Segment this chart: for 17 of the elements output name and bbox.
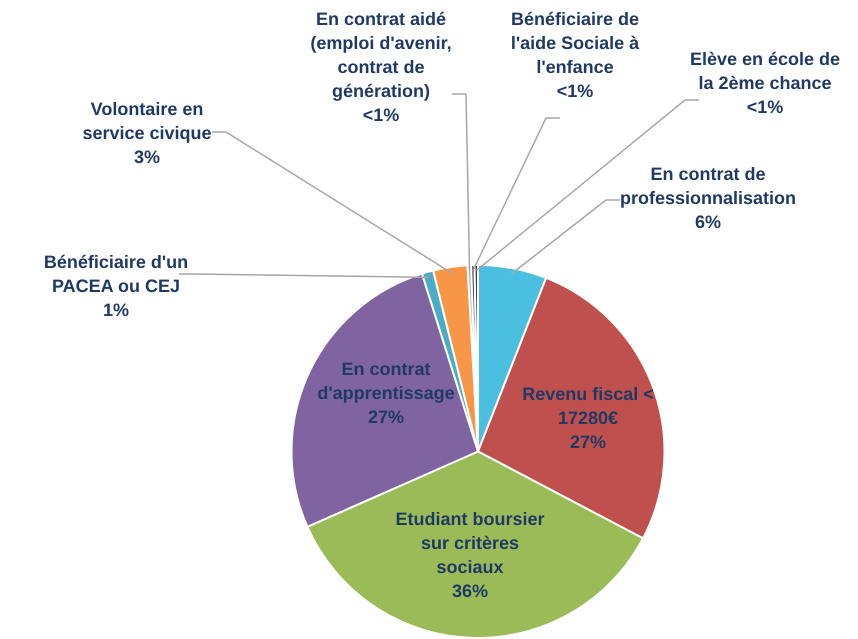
- slice-label: Elève en école de la 2ème chance: [690, 48, 840, 93]
- slice-label: Volontaire en service civique: [82, 98, 212, 143]
- slice-label: En contrat d'apprentissage: [317, 358, 455, 403]
- data-label: 1%: [102, 300, 130, 320]
- data-label: 27%: [368, 406, 404, 427]
- data-label: 6%: [694, 212, 722, 232]
- slice-label: Bénéficiaire d'un PACEA ou CEJ: [44, 252, 188, 296]
- data-label: <1%: [746, 96, 784, 117]
- slice-label: Revenu fiscal < 17280€: [522, 384, 654, 428]
- data-label: <1%: [556, 80, 594, 101]
- slice-label: Bénéficiaire de l'aide Sociale à l'enfance: [510, 8, 640, 77]
- data-label: 3%: [134, 146, 160, 167]
- slice-label: En contrat aidé (emploi d'avenir, contrat de génération): [310, 8, 452, 101]
- slice-label: Etudiant boursier sur critères sociaux: [395, 508, 545, 577]
- data-label: <1%: [362, 104, 400, 125]
- data-label: 27%: [570, 432, 606, 452]
- data-label: 36%: [452, 580, 488, 601]
